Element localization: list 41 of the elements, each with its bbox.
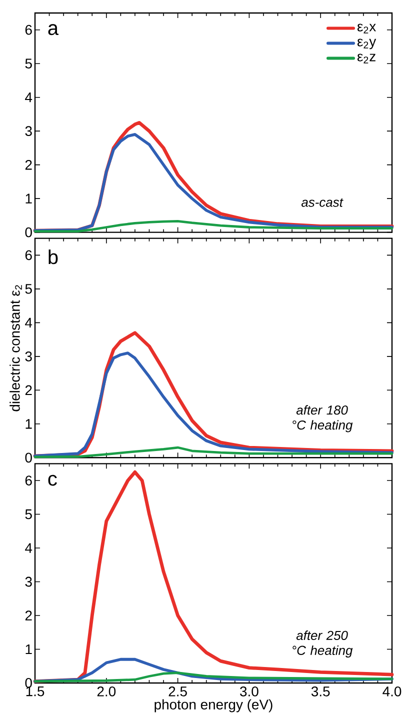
- x-tick-label: 3.0: [240, 686, 258, 696]
- y-tick-label: 1: [26, 194, 32, 204]
- y-tick-label: 2: [25, 160, 32, 170]
- y-tick-label: 5: [25, 58, 32, 68]
- annotation: after 250 °C heating: [292, 630, 353, 658]
- y-tick-label: 2: [25, 610, 32, 620]
- y-tick-label: 0: [25, 227, 32, 238]
- y-tick-label: 4: [25, 543, 32, 553]
- y-tick-label: 6: [25, 250, 32, 260]
- y-tick-label: 0: [25, 678, 32, 688]
- y-tick-label: 6: [25, 476, 32, 486]
- annotation: a: [48, 24, 59, 36]
- legend-label: ε$_{2}$x: [357, 24, 376, 34]
- y-tick-label: 5: [25, 509, 32, 520]
- x-tick-label: 2.0: [97, 686, 116, 696]
- legend-label: ε$_{2}$y: [357, 38, 376, 50]
- annotation: b: [48, 250, 58, 264]
- y-tick-label: 6: [25, 24, 32, 35]
- line-series: [34, 446, 394, 458]
- line-series: [34, 672, 394, 682]
- x-tick-label: 3.5: [311, 686, 330, 696]
- y-tick-label: 1: [26, 419, 32, 429]
- legend-label: ε$_{2}$z: [357, 54, 376, 64]
- x-tick-label: 2.5: [168, 686, 187, 696]
- x-axis-title: photon energy (eV): [154, 699, 272, 712]
- y-tick-label: 4: [25, 318, 32, 328]
- line-series: [34, 220, 394, 232]
- x-tick-label: 1.5: [26, 686, 44, 696]
- annotation: c: [48, 474, 57, 486]
- y-tick-label: 0: [25, 452, 32, 463]
- x-tick-label: 4.0: [382, 686, 402, 696]
- y-tick-label: 5: [25, 284, 32, 294]
- y-tick-label: 3: [25, 576, 32, 587]
- y-tick-label: 3: [25, 351, 32, 362]
- annotation: after 180 °C heating: [292, 405, 353, 432]
- y-tick-label: 2: [25, 385, 32, 396]
- y-tick-label: 4: [25, 92, 32, 102]
- y-tick-label: 1: [26, 644, 32, 654]
- annotation: as-cast: [301, 198, 344, 207]
- y-tick-label: 3: [25, 126, 32, 136]
- y-axis-title: dielectric constant ε$_{2}$: [10, 285, 22, 412]
